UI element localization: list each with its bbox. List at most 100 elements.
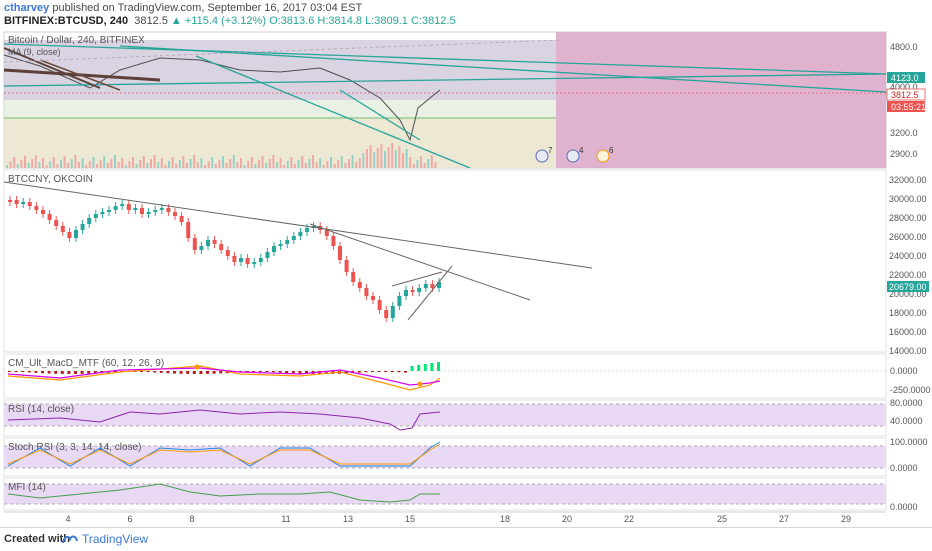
time-tick: 25 — [717, 514, 727, 524]
username-link[interactable]: ctharvey — [4, 2, 50, 14]
volume-bar — [265, 163, 268, 168]
volume-bar — [31, 159, 34, 168]
volume-bar — [96, 164, 98, 168]
volume-bar — [171, 157, 174, 168]
candle-body — [344, 260, 349, 272]
trendline-2[interactable] — [3, 73, 887, 87]
volume-bar — [124, 165, 127, 168]
btccny-pane[interactable] — [3, 169, 887, 353]
candle-body — [285, 240, 290, 244]
macd-bar — [166, 371, 170, 374]
macd-bar — [344, 371, 348, 374]
trendline-4[interactable] — [195, 55, 471, 169]
tradingview-logo-icon[interactable] — [62, 533, 78, 548]
ma-legend[interactable]: MA (9, close) — [8, 47, 61, 57]
candle-body — [357, 282, 362, 288]
main-tick-4: 2900.0 — [890, 149, 918, 159]
macd-bar — [173, 371, 176, 374]
btccny-wedge-upper[interactable] — [391, 271, 443, 287]
candle-body — [219, 244, 224, 250]
main-tick-3: 3200.0 — [890, 128, 918, 138]
symbol-label[interactable]: BITFINEX:BTCUSD, 240 — [4, 15, 129, 27]
candle-body — [351, 272, 356, 282]
macd-bar — [140, 371, 143, 372]
mfi-pane-title[interactable]: MFI (14) — [8, 482, 46, 493]
event-flag-3[interactable]: 6 — [609, 146, 614, 155]
main-price-axis[interactable]: 4800.0 4000.0 3200.0 2900.0 4123.0 3812.… — [886, 42, 926, 159]
candle-body — [397, 296, 402, 306]
volume-bar — [74, 155, 77, 168]
macd-bar — [41, 371, 44, 374]
stoch-rsi-pane-title[interactable]: Stoch RSI (3, 3, 14, 14, close) — [8, 442, 141, 453]
volume-bar — [117, 162, 120, 168]
created-with-text: Created with — [4, 533, 71, 545]
candle-body — [272, 246, 276, 252]
volume-bar — [88, 161, 91, 168]
volume-bar — [110, 159, 113, 168]
candle-body — [107, 210, 111, 212]
macd-bar — [80, 371, 84, 374]
btccny-trendline-2[interactable] — [309, 223, 531, 301]
volume-bar — [27, 163, 30, 168]
event-flag-1[interactable]: 7 — [548, 146, 553, 155]
volume-bar — [405, 149, 408, 168]
candle-body — [410, 290, 415, 292]
volume-bar — [247, 161, 250, 168]
candle-body — [87, 218, 92, 224]
bar-timer-label: 03:55:21 — [891, 102, 926, 112]
candle-body — [239, 258, 243, 262]
tradingview-brand-link[interactable]: TradingView — [82, 532, 149, 546]
volume-bar — [204, 165, 206, 168]
candle-body — [93, 214, 98, 218]
candle-body — [60, 226, 65, 232]
volume-bar — [304, 163, 307, 168]
btccny-wedge-lower[interactable] — [407, 265, 453, 321]
macd-bar — [390, 371, 394, 372]
candle-body — [126, 204, 131, 210]
candle-body — [54, 220, 59, 226]
rsi-pane-title[interactable]: RSI (14, close) — [8, 404, 74, 415]
volume-bar — [60, 160, 62, 168]
main-pane-title[interactable]: Bitcoin / Dollar, 240, BITFINEX — [8, 35, 145, 46]
candle-body — [206, 240, 210, 246]
macd-bar — [377, 371, 381, 372]
volume-bar — [214, 164, 217, 168]
candle-body — [192, 238, 197, 250]
volume-bar — [315, 162, 318, 168]
trendline-6[interactable] — [3, 47, 101, 89]
btccny-tick: 32000.00 — [889, 175, 927, 185]
macd-bar — [192, 371, 196, 374]
macd-bar — [272, 371, 275, 373]
volume-bar — [394, 150, 397, 168]
macd-pane-title[interactable]: CM_Ult_MacD_MTF (60, 12, 26, 9) — [8, 358, 164, 369]
candle-body — [331, 236, 336, 246]
volume-bar — [150, 159, 152, 168]
volume-bar — [297, 160, 300, 168]
macd-bar — [291, 371, 295, 374]
macd-pane[interactable] — [3, 353, 887, 399]
macd-bar — [159, 371, 163, 373]
volume-bar — [409, 157, 412, 168]
chart-canvas[interactable]: 7 4 6 Bitcoin / Dollar, 240, BITFINEX MA… — [0, 28, 932, 525]
trendline-3[interactable] — [119, 45, 887, 93]
volume-bar — [312, 155, 314, 168]
event-flag-2[interactable]: 4 — [579, 146, 584, 155]
volume-bar — [81, 158, 84, 168]
btccny-tick: 20000.00 — [889, 289, 927, 299]
volume-bar — [308, 159, 311, 168]
btccny-pane-title[interactable]: BTCCNY, OKCOIN — [8, 174, 93, 185]
btccny-trendline-1[interactable] — [3, 181, 593, 269]
volume-bar — [49, 161, 52, 168]
volume-bar — [423, 163, 426, 168]
candle-body — [153, 210, 158, 212]
candle-body — [27, 202, 32, 206]
volume-bar — [70, 159, 73, 168]
trendline-1[interactable] — [3, 43, 887, 75]
btccny-price-axis[interactable]: 32000.00 30000.00 28000.00 26000.00 24000.00… — [889, 175, 927, 356]
volume-bar — [63, 156, 66, 168]
volume-bar — [38, 162, 41, 168]
time-axis[interactable]: 4 6 8 11 13 15 18 20 22 25 27 29 — [65, 514, 851, 524]
candle-body — [430, 284, 435, 288]
volume-bar — [196, 162, 199, 168]
main-tick-1: 4800.0 — [890, 42, 918, 52]
